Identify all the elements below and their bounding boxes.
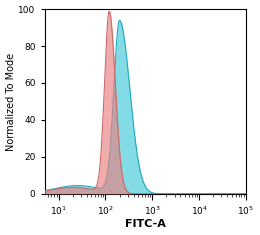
Y-axis label: Normalized To Mode: Normalized To Mode — [5, 52, 16, 150]
X-axis label: FITC-A: FITC-A — [125, 219, 166, 229]
